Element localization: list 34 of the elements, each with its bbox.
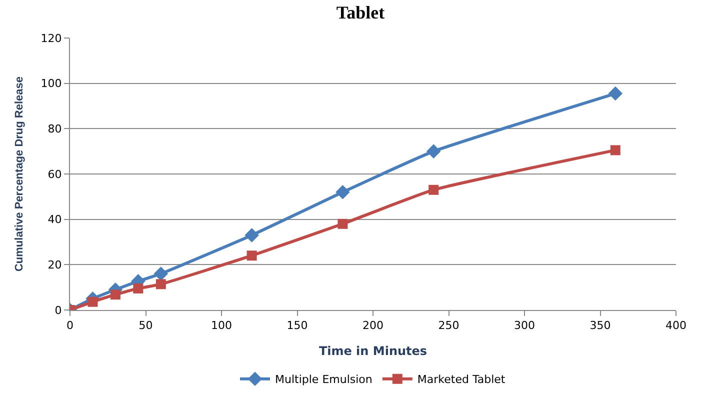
point (426, 144, 441, 158)
y-tick-label: 40 (48, 213, 62, 226)
y-tick-label: 20 (48, 258, 62, 272)
y-axis-title: Cumulative Percentage Drug Release (13, 76, 26, 272)
x-tick-label: 50 (138, 319, 153, 332)
y-tick-label: 80 (48, 122, 62, 136)
x-tick-label: 0 (66, 319, 74, 332)
x-tick-label: 250 (438, 319, 460, 332)
point (608, 86, 623, 101)
point (156, 279, 166, 290)
x-tick-label: 100 (211, 319, 232, 332)
point (110, 290, 120, 300)
x-axis-title: Time in Minutes (318, 344, 428, 358)
x-tick-label: 300 (514, 319, 535, 332)
point (336, 184, 350, 200)
x-tick-label: 150 (286, 319, 308, 332)
x-tick-label: 200 (362, 319, 384, 332)
y-tick-label: 60 (48, 168, 62, 181)
legend-label: Multiple Emulsion (275, 373, 372, 386)
x-tick-label: 400 (666, 319, 686, 332)
point (338, 218, 348, 229)
point (428, 184, 439, 195)
point (154, 266, 168, 281)
legend-label: Marketed Tablet (417, 373, 506, 386)
y-tick-label: 0 (54, 304, 62, 317)
point (610, 145, 620, 156)
chart-title: Tablet (336, 2, 385, 23)
point (246, 250, 257, 261)
point (133, 283, 144, 294)
y-tick-label: 100 (40, 77, 62, 90)
point (244, 228, 259, 242)
point (88, 296, 98, 307)
y-tick-label: 120 (40, 32, 62, 45)
x-tick-label: 350 (590, 319, 611, 332)
